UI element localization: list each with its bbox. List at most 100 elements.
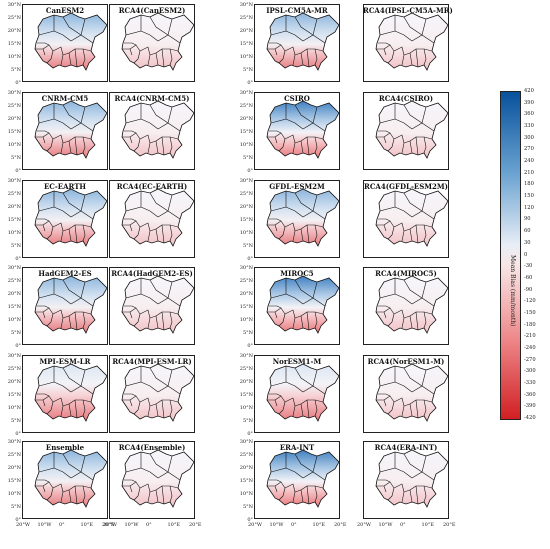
region-outline	[121, 12, 194, 71]
country-border	[302, 122, 326, 132]
country-border	[284, 222, 296, 242]
country-border	[269, 393, 282, 397]
country-border	[383, 395, 395, 411]
country-border	[139, 222, 151, 242]
country-border	[167, 106, 173, 124]
y-tick-label: 20°N	[239, 28, 253, 34]
y-tick-label: 30°N	[7, 265, 21, 271]
country-border	[167, 194, 173, 212]
country-border	[124, 130, 137, 134]
panel-title: Ensemble	[45, 443, 85, 452]
colorbar-tick: 0	[524, 251, 528, 258]
panel-title: MIROC5	[280, 269, 314, 278]
y-tick-label: 25°N	[239, 366, 253, 372]
country-border	[411, 210, 435, 220]
country-border	[52, 309, 64, 329]
country-border	[46, 234, 52, 240]
y-tick-label: 15°N	[7, 129, 21, 135]
country-border	[416, 224, 427, 242]
country-border	[378, 42, 391, 46]
country-border	[129, 307, 141, 323]
map-frame	[109, 267, 195, 345]
country-border	[129, 481, 141, 497]
country-border	[302, 471, 326, 481]
country-border	[421, 455, 427, 473]
map-frame	[363, 92, 449, 170]
country-border	[37, 218, 50, 222]
country-border	[42, 307, 54, 323]
map-plot	[121, 275, 194, 334]
country-border	[393, 222, 405, 242]
colorbar-tick: -150	[524, 309, 536, 316]
country-border	[70, 34, 94, 44]
region-outline	[375, 363, 448, 422]
country-border	[52, 46, 64, 66]
country-border	[393, 397, 405, 417]
country-border	[394, 293, 413, 305]
country-border	[284, 46, 296, 66]
colorbar-tick: 60	[524, 228, 531, 235]
y-tick-label: 15°N	[7, 392, 21, 398]
colorbar-tick: 240	[524, 158, 534, 165]
y-tick-label: 0°	[15, 168, 21, 174]
country-border	[416, 399, 427, 417]
y-tick-label: 25°N	[239, 103, 253, 109]
y-tick-label: 20°N	[7, 116, 21, 122]
map-plot	[121, 12, 194, 71]
y-tick-label: 25°N	[7, 366, 21, 372]
country-border	[269, 130, 282, 134]
region-outline	[375, 12, 448, 71]
country-border	[307, 485, 318, 503]
panel-title: RCA4(CNRM-CM5)	[114, 94, 190, 103]
map-plot	[121, 363, 194, 422]
country-border	[169, 485, 179, 489]
country-border	[169, 311, 179, 315]
y-tick-label: 0°	[15, 80, 21, 86]
country-border	[46, 409, 52, 415]
y-tick-label: 30°N	[239, 439, 253, 445]
region-outline	[34, 363, 107, 422]
country-border	[139, 309, 151, 329]
country-border	[378, 479, 391, 483]
colorbar-tick: -180	[524, 321, 536, 328]
country-border	[75, 136, 86, 154]
map-frame	[22, 441, 108, 519]
map-plot	[266, 188, 339, 247]
country-border	[167, 369, 173, 387]
region-outline	[375, 275, 448, 334]
y-tick-label: 5°N	[10, 418, 21, 424]
map-frame	[363, 180, 449, 258]
country-border	[383, 220, 395, 236]
panel-title: NorESM1-M	[272, 357, 322, 366]
country-border	[307, 224, 318, 242]
y-tick-label: 30°N	[239, 2, 253, 8]
y-tick-label: 30°N	[239, 265, 253, 271]
country-border	[269, 305, 282, 309]
country-border	[124, 218, 137, 222]
country-border	[274, 307, 286, 323]
y-tick-label: 10°N	[7, 405, 21, 411]
country-border	[278, 495, 284, 501]
y-tick-label: 0°	[15, 431, 21, 437]
country-border	[312, 455, 318, 473]
country-border	[62, 279, 82, 299]
country-border	[269, 42, 282, 46]
map-frame	[109, 180, 195, 258]
colorbar-tick: 300	[524, 134, 534, 141]
country-border	[383, 44, 395, 60]
y-tick-label: 0°	[247, 343, 253, 349]
map-panel: CNRM-CM5	[22, 92, 108, 170]
country-border	[75, 399, 86, 417]
panel-title: EC-EARTH	[43, 182, 87, 191]
country-border	[62, 192, 82, 212]
colorbar-tick: -60	[524, 274, 533, 281]
country-border	[167, 18, 173, 36]
country-border	[157, 122, 181, 132]
y-tick-label: 20°N	[7, 291, 21, 297]
country-border	[378, 393, 391, 397]
colorbar-tick: -360	[524, 391, 536, 398]
country-border	[157, 471, 181, 481]
country-border	[278, 58, 284, 64]
y-tick-label: 30°N	[7, 178, 21, 184]
